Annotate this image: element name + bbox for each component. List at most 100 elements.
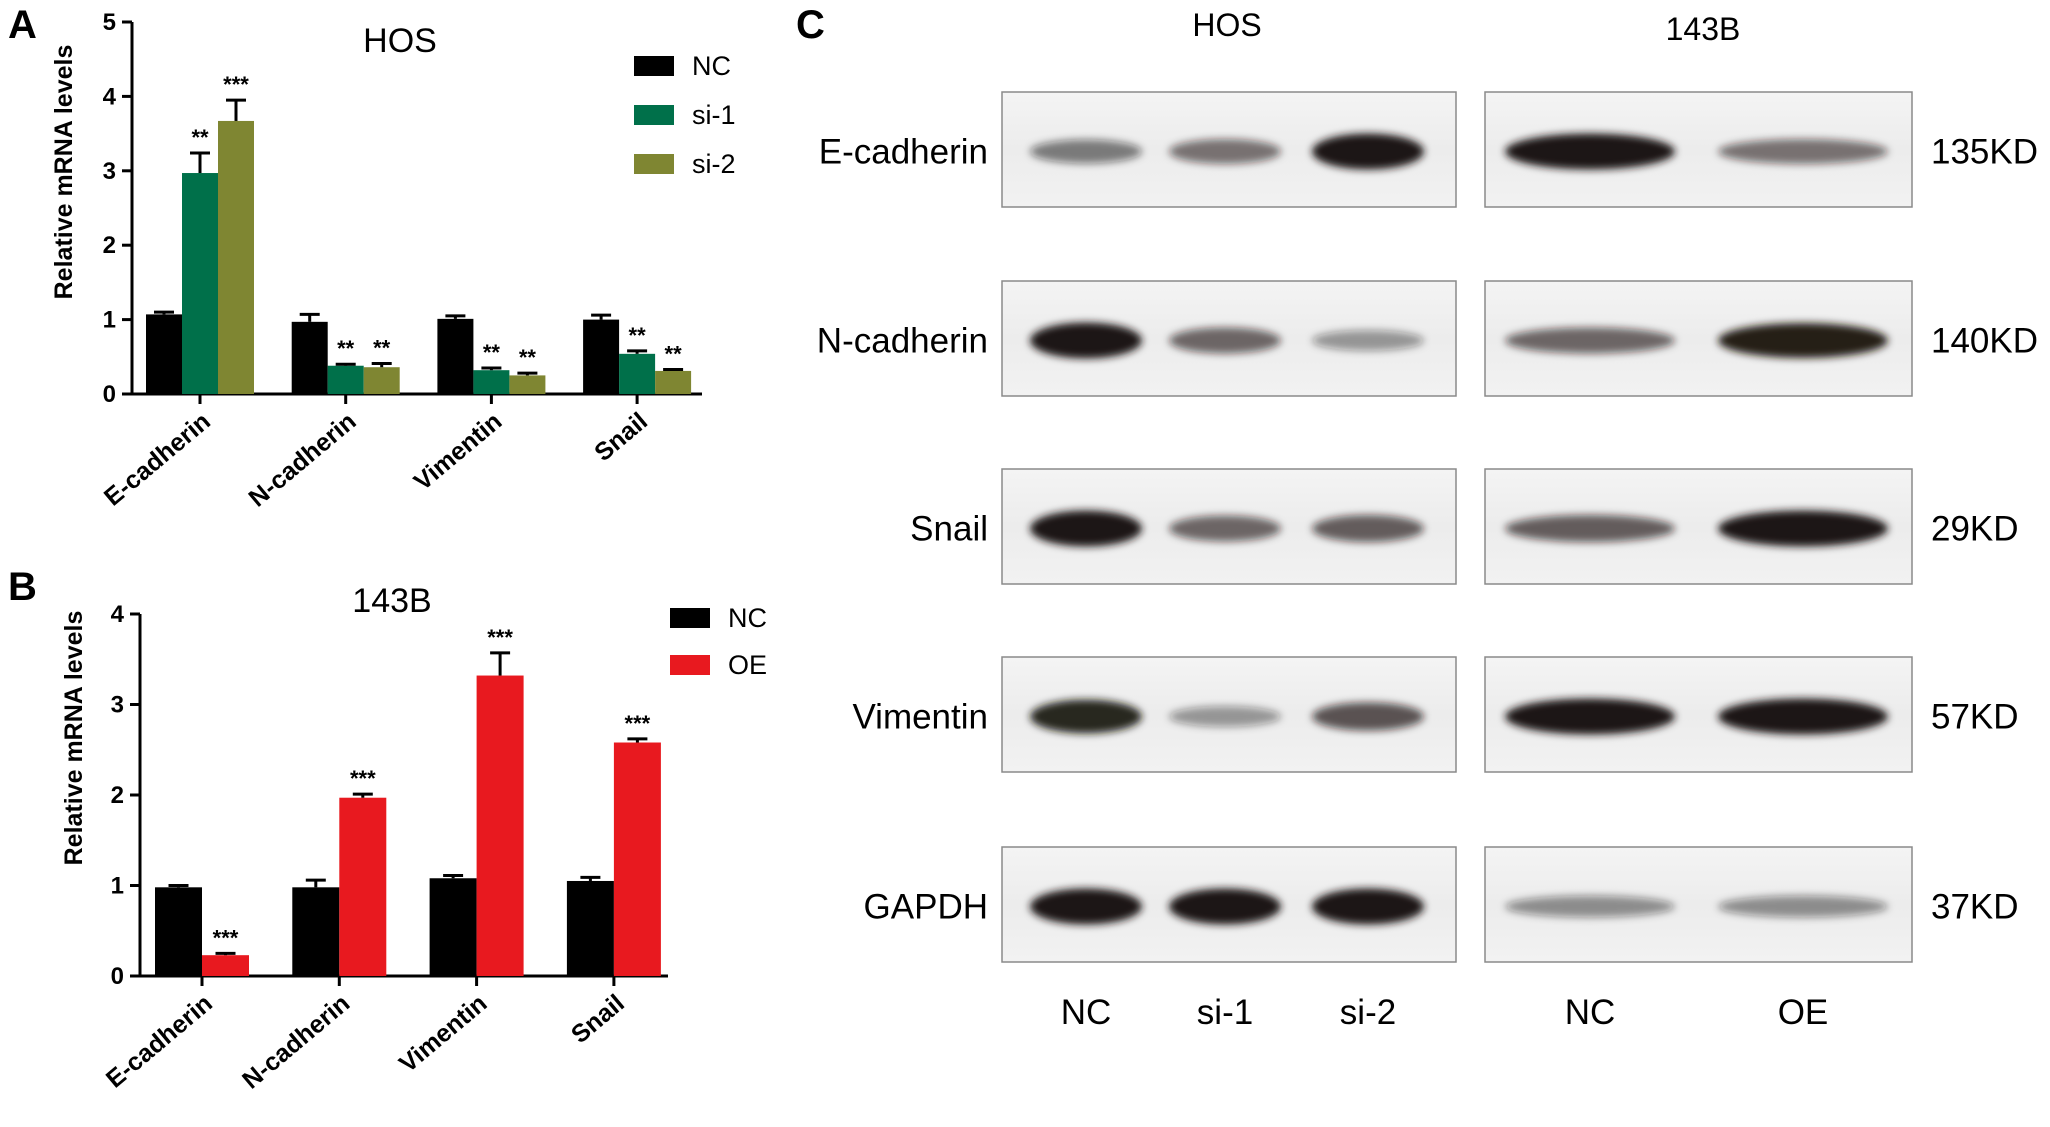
y-tick-label: 3 <box>103 158 116 185</box>
legend-label: NC <box>728 603 767 633</box>
significance-label: ** <box>483 340 501 365</box>
western-blot-panel: HOS 143B E-cadherin 135KD N-cadherin 140KD S… <box>817 7 2038 1032</box>
y-tick-label: 3 <box>111 692 124 719</box>
blot-band <box>1169 706 1281 727</box>
blot-band <box>1030 139 1142 164</box>
bar <box>476 675 524 976</box>
x-tick-label: E-cadherin <box>101 989 218 1093</box>
x-tick-label: Vimentin <box>409 407 508 496</box>
y-tick-label: 2 <box>111 782 124 809</box>
bar <box>509 375 546 394</box>
legend-label: OE <box>728 650 767 680</box>
y-tick-label: 4 <box>103 83 117 110</box>
legend-swatch <box>634 105 674 125</box>
blot-group-title-143b: 143B <box>1666 11 1741 47</box>
significance-label: ** <box>191 125 209 150</box>
bar <box>202 955 249 976</box>
blot-lane-label: si-1 <box>1197 993 1253 1032</box>
bar <box>291 321 328 394</box>
x-tick-label: N-cadherin <box>237 989 355 1094</box>
legend-swatch <box>634 154 674 174</box>
significance-label: *** <box>487 625 513 650</box>
x-tick-label: Snail <box>566 989 630 1049</box>
blot-band <box>1505 327 1675 354</box>
legend-label: NC <box>692 51 731 81</box>
bar <box>363 367 400 394</box>
chart-b-title: 143B <box>352 582 431 620</box>
significance-label: *** <box>625 711 651 736</box>
legend-label: si-2 <box>692 149 736 179</box>
blot-group-title-hos: HOS <box>1192 7 1261 43</box>
bar <box>182 173 218 394</box>
blot-protein-label: Snail <box>910 510 988 549</box>
bar <box>339 797 387 976</box>
blot-band <box>1030 322 1142 359</box>
legend-swatch <box>634 56 674 76</box>
panel-label-b: B <box>8 565 37 609</box>
blot-band <box>1505 514 1675 543</box>
significance-label: ** <box>629 323 647 348</box>
blot-band <box>1169 139 1281 164</box>
bar <box>292 887 340 976</box>
blot-band <box>1505 133 1675 170</box>
blot-band <box>1030 510 1142 547</box>
blot-lane-label: NC <box>1565 993 1616 1032</box>
blot-band <box>1169 327 1281 354</box>
x-tick-label: N-cadherin <box>244 407 362 512</box>
blot-band <box>1718 698 1888 735</box>
blot-band <box>1312 330 1424 351</box>
y-tick-label: 1 <box>103 307 116 334</box>
significance-label: *** <box>223 72 249 97</box>
x-tick-label: E-cadherin <box>99 407 216 511</box>
blot-band <box>1718 510 1888 547</box>
blot-lane-label: OE <box>1778 993 1829 1032</box>
y-tick-label: 1 <box>111 873 124 900</box>
significance-label: *** <box>213 925 239 950</box>
blot-band <box>1718 323 1888 358</box>
bar <box>155 887 202 976</box>
chart-b-y-axis-label: Relative mRNA levels <box>60 611 88 866</box>
bar <box>218 120 254 395</box>
y-tick-label: 2 <box>103 232 116 259</box>
bar <box>613 742 661 976</box>
bar <box>473 370 510 394</box>
blot-band <box>1312 133 1424 170</box>
blot-size-label: 57KD <box>1931 698 2019 737</box>
bar <box>583 319 620 394</box>
blot-protein-label: E-cadherin <box>819 133 988 172</box>
x-tick-label: Vimentin <box>394 989 493 1078</box>
x-tick-label: Snail <box>589 407 653 467</box>
panel-label-c: C <box>796 3 825 47</box>
legend-swatch <box>670 608 710 628</box>
bar <box>566 880 614 976</box>
significance-label: ** <box>519 345 537 370</box>
y-tick-label: 5 <box>103 9 116 36</box>
blot-size-label: 140KD <box>1931 322 2038 361</box>
y-tick-label: 0 <box>103 381 116 408</box>
significance-label: ** <box>373 335 391 360</box>
chart-a-title: HOS <box>363 22 437 60</box>
significance-label: ** <box>337 336 355 361</box>
blot-band <box>1312 888 1424 925</box>
blot-band <box>1030 699 1142 734</box>
bar <box>619 353 656 394</box>
blot-band <box>1718 895 1888 918</box>
bar <box>429 878 477 976</box>
chart-b-143b: 143B Relative mRNA levels 0 1 2 3 4 E-cadheri… <box>60 582 767 1095</box>
legend-swatch <box>670 655 710 675</box>
bar <box>437 318 474 394</box>
y-tick-label: 4 <box>111 601 125 628</box>
chart-a-y-axis-label: Relative mRNA levels <box>50 45 78 300</box>
blot-lane-label: si-2 <box>1340 993 1396 1032</box>
legend-label: si-1 <box>692 100 736 130</box>
blot-band <box>1505 698 1675 735</box>
blot-size-label: 37KD <box>1931 888 2019 927</box>
y-tick-label: 0 <box>111 963 124 990</box>
blot-band <box>1030 888 1142 925</box>
bar <box>655 370 692 394</box>
blot-band <box>1169 515 1281 542</box>
blot-protein-label: Vimentin <box>852 698 988 737</box>
panel-label-a: A <box>8 3 37 47</box>
blot-band <box>1505 895 1675 918</box>
